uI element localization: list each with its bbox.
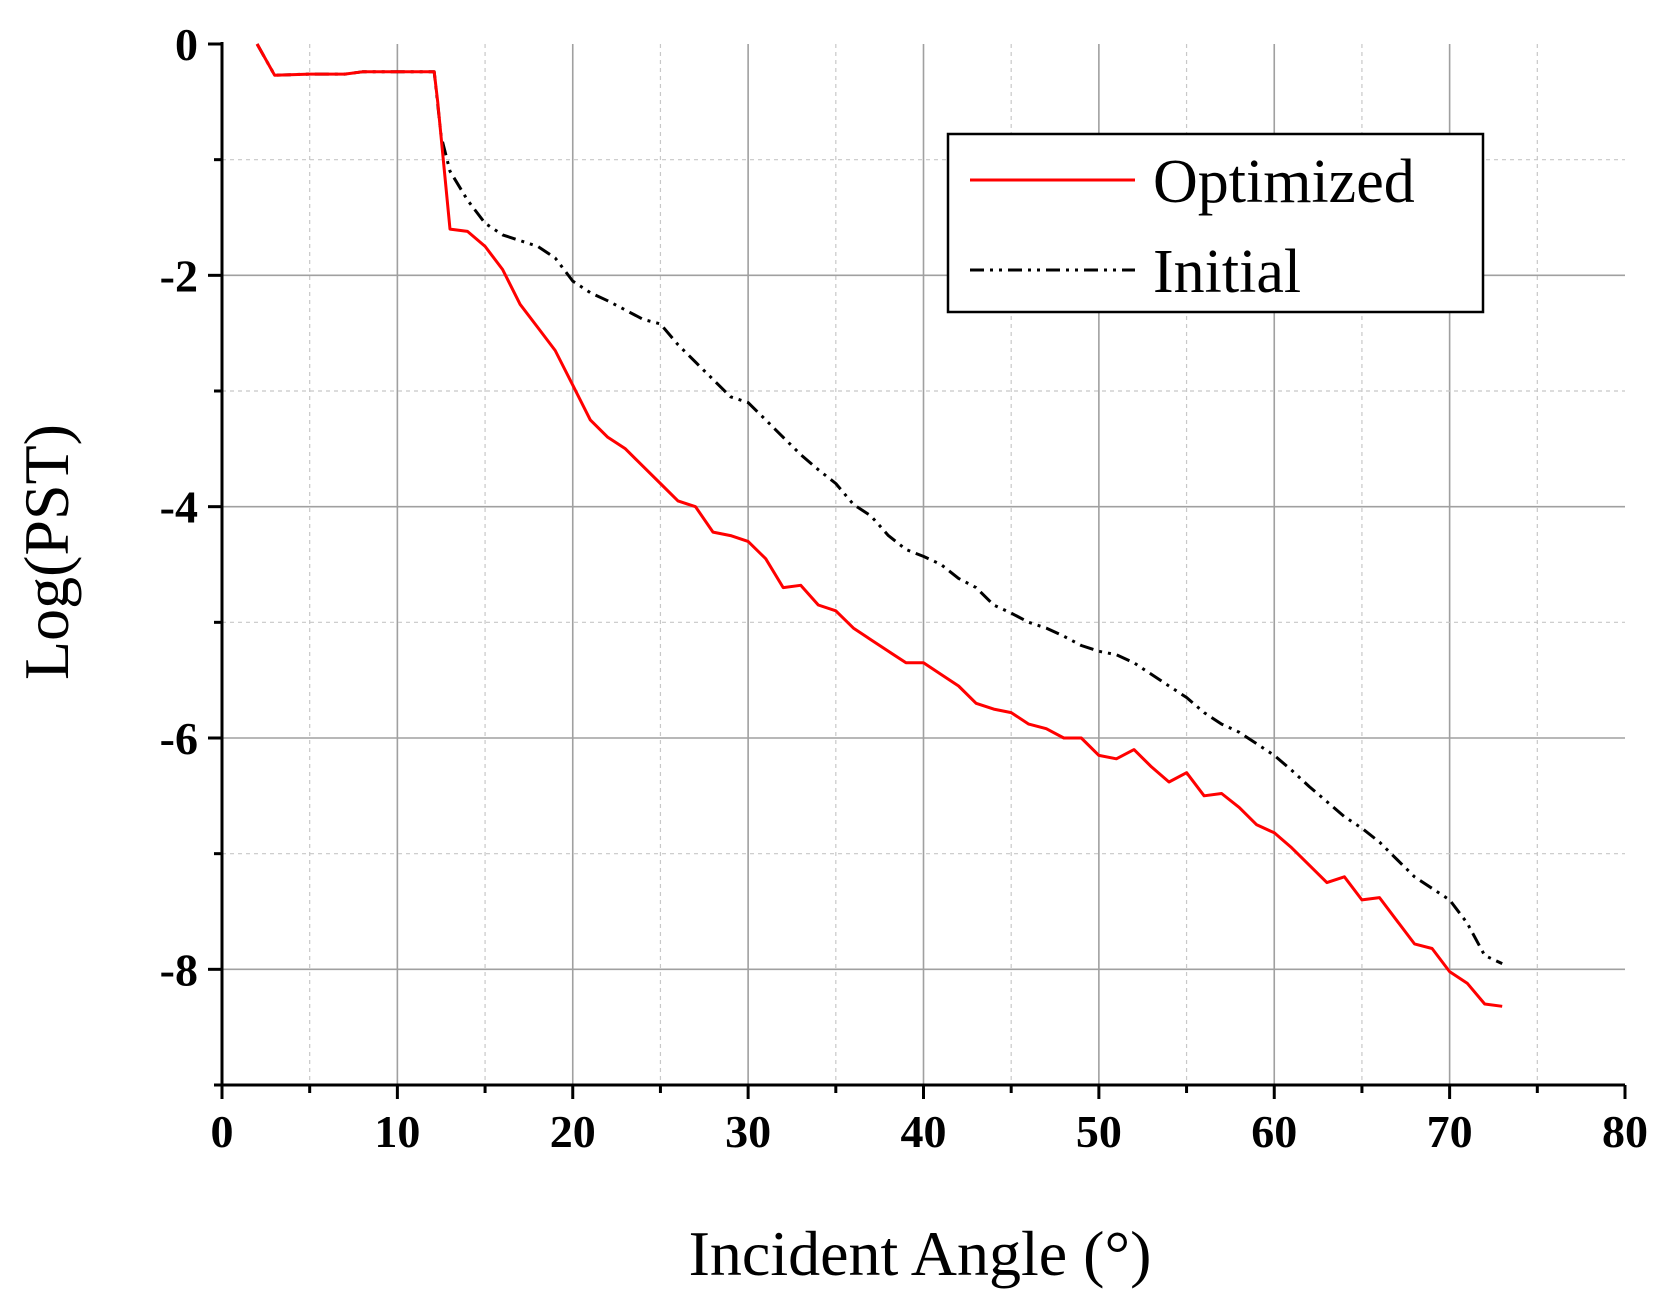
- y-tick-label: -6: [160, 713, 198, 764]
- x-tick-label: 20: [550, 1106, 596, 1157]
- y-tick-label: -2: [160, 250, 198, 301]
- x-tick-label: 30: [725, 1106, 771, 1157]
- tick-labels: 0 10 20 30 40 50 60 70 80 0 -2 -4 -6 -8: [160, 19, 1648, 1157]
- x-tick-label: 10: [374, 1106, 420, 1157]
- y-tick-label: 0: [175, 19, 198, 70]
- y-axis-title: Log(PST): [11, 424, 82, 680]
- x-tick-label: 70: [1427, 1106, 1473, 1157]
- axes: [208, 42, 1627, 1099]
- x-tick-label: 0: [211, 1106, 234, 1157]
- series-line-initial: [255, 43, 1503, 965]
- series: [255, 43, 1503, 1008]
- x-axis-title: Incident Angle (°): [689, 1218, 1152, 1289]
- series-line-optimized: [255, 43, 1503, 1008]
- x-tick-label: 80: [1602, 1106, 1648, 1157]
- legend-label-optimized: Optimized: [1153, 148, 1415, 216]
- x-tick-label: 50: [1076, 1106, 1122, 1157]
- y-tick-label: -4: [160, 482, 198, 533]
- x-tick-label: 40: [901, 1106, 947, 1157]
- legend-box: [946, 132, 1485, 314]
- legend: Optimized Initial: [946, 132, 1485, 314]
- x-tick-label: 60: [1251, 1106, 1297, 1157]
- y-tick-label: -8: [160, 944, 198, 995]
- legend-label-initial: Initial: [1153, 238, 1301, 306]
- grid: [222, 44, 1625, 1085]
